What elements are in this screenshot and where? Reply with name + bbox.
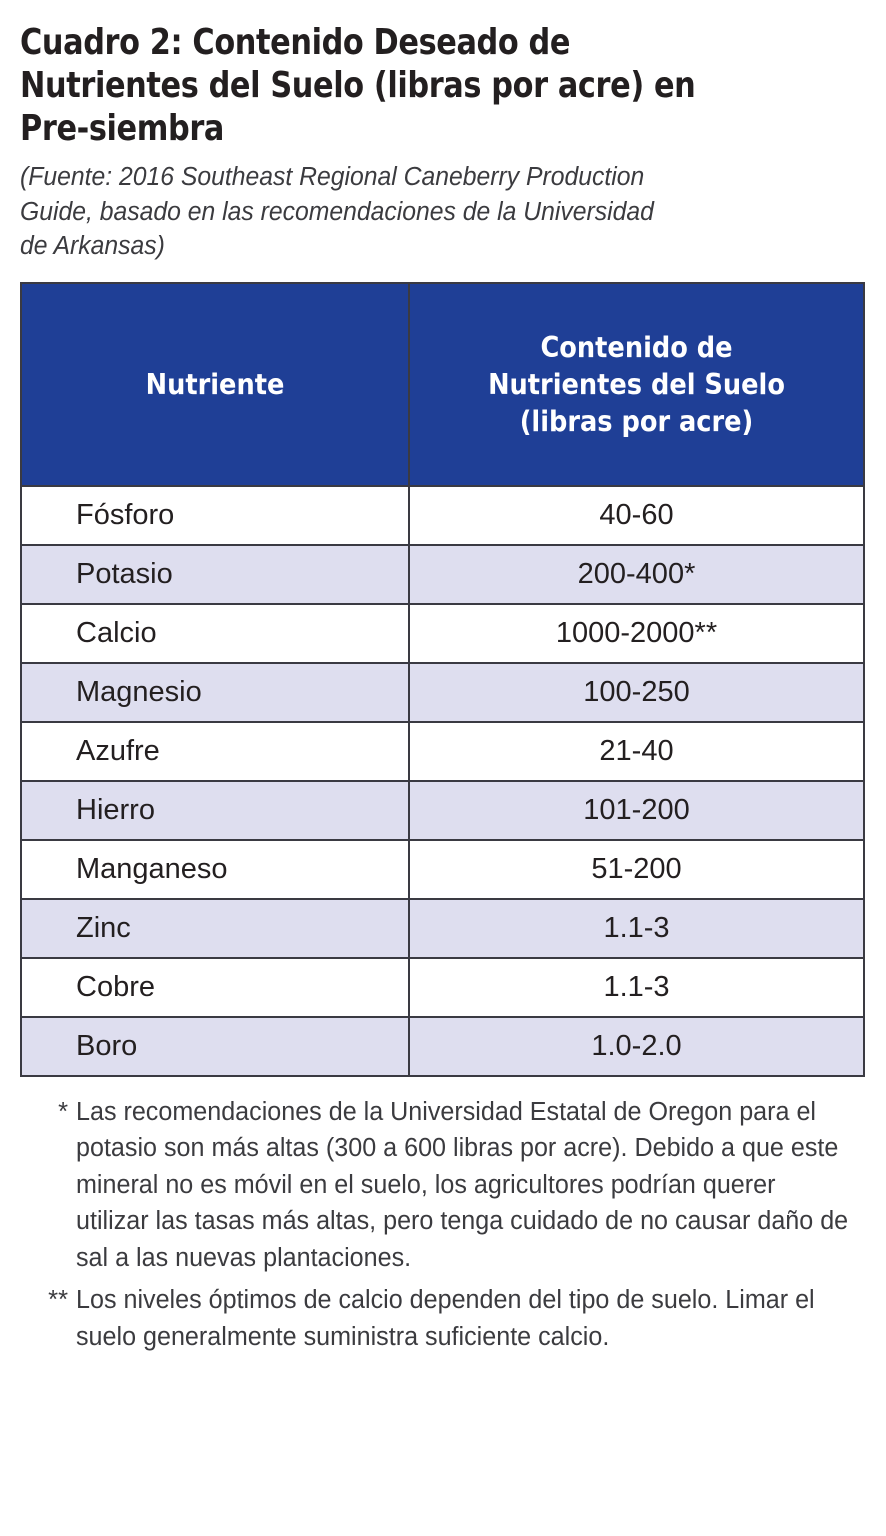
cell-value: 100-250 <box>408 661 865 723</box>
footnote-marker: ** <box>48 1286 68 1314</box>
cell-value: 200-400* <box>408 543 865 605</box>
page-title: Cuadro 2: Contenido Deseado de Nutriente… <box>20 22 696 149</box>
cell-value: 40-60 <box>408 484 865 546</box>
cell-nutrient: Magnesio <box>20 661 410 723</box>
table-row: Calcio 1000-2000** <box>20 602 865 664</box>
cell-value: 1.0-2.0 <box>408 1015 865 1077</box>
table-row: Zinc 1.1-3 <box>20 897 865 959</box>
table-row: Hierro 101-200 <box>20 779 865 841</box>
cell-nutrient: Calcio <box>20 602 410 664</box>
cell-nutrient: Manganeso <box>20 838 410 900</box>
nutrient-table: Nutriente Contenido de Nutrientes del Su… <box>20 281 865 1077</box>
cell-nutrient: Potasio <box>20 543 410 605</box>
cell-nutrient: Zinc <box>20 897 410 959</box>
cell-nutrient: Azufre <box>20 720 410 782</box>
table-row: Magnesio 100-250 <box>20 661 865 723</box>
footnote-text: Los niveles óptimos de calcio dependen d… <box>76 1286 815 1351</box>
cell-value: 101-200 <box>408 779 865 841</box>
footnote-single-asterisk: * Las recomendaciones de la Universidad … <box>20 1094 866 1277</box>
source-note: (Fuente: 2016 Southeast Regional Caneber… <box>20 163 654 260</box>
column-header-nutriente: Nutriente <box>20 281 410 487</box>
table-header-row: Nutriente Contenido de Nutrientes del Su… <box>20 281 865 487</box>
cell-value: 1.1-3 <box>408 956 865 1018</box>
cell-nutrient: Fósforo <box>20 484 410 546</box>
cell-nutrient: Cobre <box>20 956 410 1018</box>
footnote-double-asterisk: ** Los niveles óptimos de calcio depende… <box>20 1282 866 1355</box>
table-row: Fósforo 40-60 <box>20 484 865 546</box>
cell-nutrient: Boro <box>20 1015 410 1077</box>
cell-nutrient: Hierro <box>20 779 410 841</box>
table-row: Boro 1.0-2.0 <box>20 1015 865 1077</box>
cell-value: 1.1-3 <box>408 897 865 959</box>
table-row: Cobre 1.1-3 <box>20 956 865 1018</box>
footnote-marker: * <box>58 1097 68 1126</box>
cell-value: 51-200 <box>408 838 865 900</box>
table-body: Fósforo 40-60 Potasio 200-400* Calcio 10… <box>20 484 865 1077</box>
table-row: Azufre 21-40 <box>20 720 865 782</box>
cell-value: 1000-2000** <box>408 602 865 664</box>
table-row: Manganeso 51-200 <box>20 838 865 900</box>
table-row: Potasio 200-400* <box>20 543 865 605</box>
column-header-contenido: Contenido de Nutrientes del Suelo (libra… <box>408 281 865 487</box>
cell-value: 21-40 <box>408 720 865 782</box>
footnote-text: Las recomendaciones de la Universidad Es… <box>76 1097 849 1272</box>
nutrient-table-container: Nutriente Contenido de Nutrientes del Su… <box>20 281 866 1077</box>
footnotes-section: * Las recomendaciones de la Universidad … <box>20 1094 866 1356</box>
table-header: Nutriente Contenido de Nutrientes del Su… <box>20 281 865 487</box>
